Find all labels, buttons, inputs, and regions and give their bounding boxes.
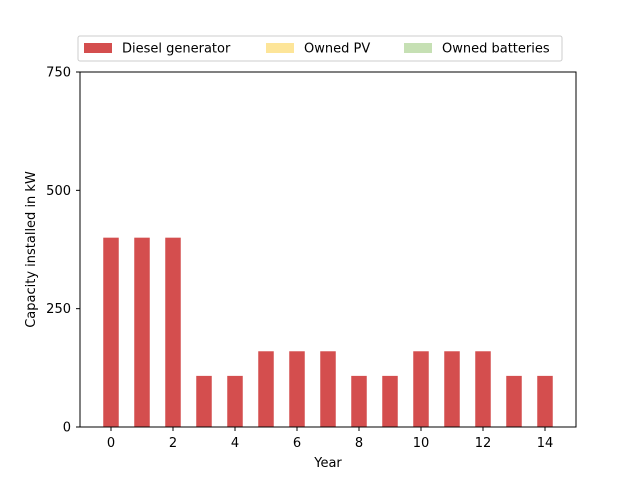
x-tick-label: 8 (355, 436, 363, 451)
y-axis: 0 250 500 750 (46, 66, 80, 436)
bar-diesel-generator-10 (413, 351, 429, 427)
bar-diesel-generator-11 (444, 351, 460, 427)
x-tick-label: 4 (231, 436, 239, 451)
bar-diesel-generator-13 (506, 375, 522, 427)
bar-diesel-generator-14 (537, 375, 553, 427)
x-axis-label: Year (313, 456, 342, 471)
x-axis: 0 2 4 6 8 10 12 14 (107, 427, 553, 451)
legend-swatch-owned-pv (266, 43, 294, 53)
legend: Diesel generator Owned PV Owned batterie… (77, 35, 563, 62)
legend-swatch-owned-batteries (404, 43, 432, 53)
y-tick-label: 750 (46, 66, 71, 81)
bar-diesel-generator-4 (227, 375, 243, 427)
bar-diesel-generator-0 (103, 237, 119, 427)
bar-diesel-generator-5 (258, 351, 274, 427)
bar-diesel-generator-2 (165, 237, 181, 427)
x-tick-label: 6 (293, 436, 301, 451)
x-tick-label: 2 (169, 436, 177, 451)
x-tick-label: 14 (537, 436, 554, 451)
y-tick-label: 0 (63, 421, 71, 436)
bar-diesel-generator-9 (382, 375, 398, 427)
bar-diesel-generator-12 (475, 351, 491, 427)
y-axis-label: Capacity installed in kW (24, 171, 39, 328)
y-tick-label: 500 (46, 184, 71, 199)
bar-diesel-generator-7 (320, 351, 336, 427)
legend-label-owned-batteries: Owned batteries (442, 42, 550, 57)
bar-diesel-generator-8 (351, 375, 367, 427)
bar-diesel-generator-6 (289, 351, 305, 427)
bars-layer (103, 237, 553, 427)
legend-label-owned-pv: Owned PV (304, 42, 370, 57)
y-tick-label: 250 (46, 302, 71, 317)
legend-label-diesel-generator: Diesel generator (122, 42, 231, 57)
x-tick-label: 12 (475, 436, 492, 451)
bar-diesel-generator-3 (196, 375, 212, 427)
x-tick-label: 10 (413, 436, 430, 451)
legend-frame (77, 35, 563, 62)
legend-swatch-diesel-generator (84, 43, 112, 53)
x-tick-label: 0 (107, 436, 115, 451)
plot-frame (79, 71, 577, 428)
bar-diesel-generator-1 (134, 237, 150, 427)
